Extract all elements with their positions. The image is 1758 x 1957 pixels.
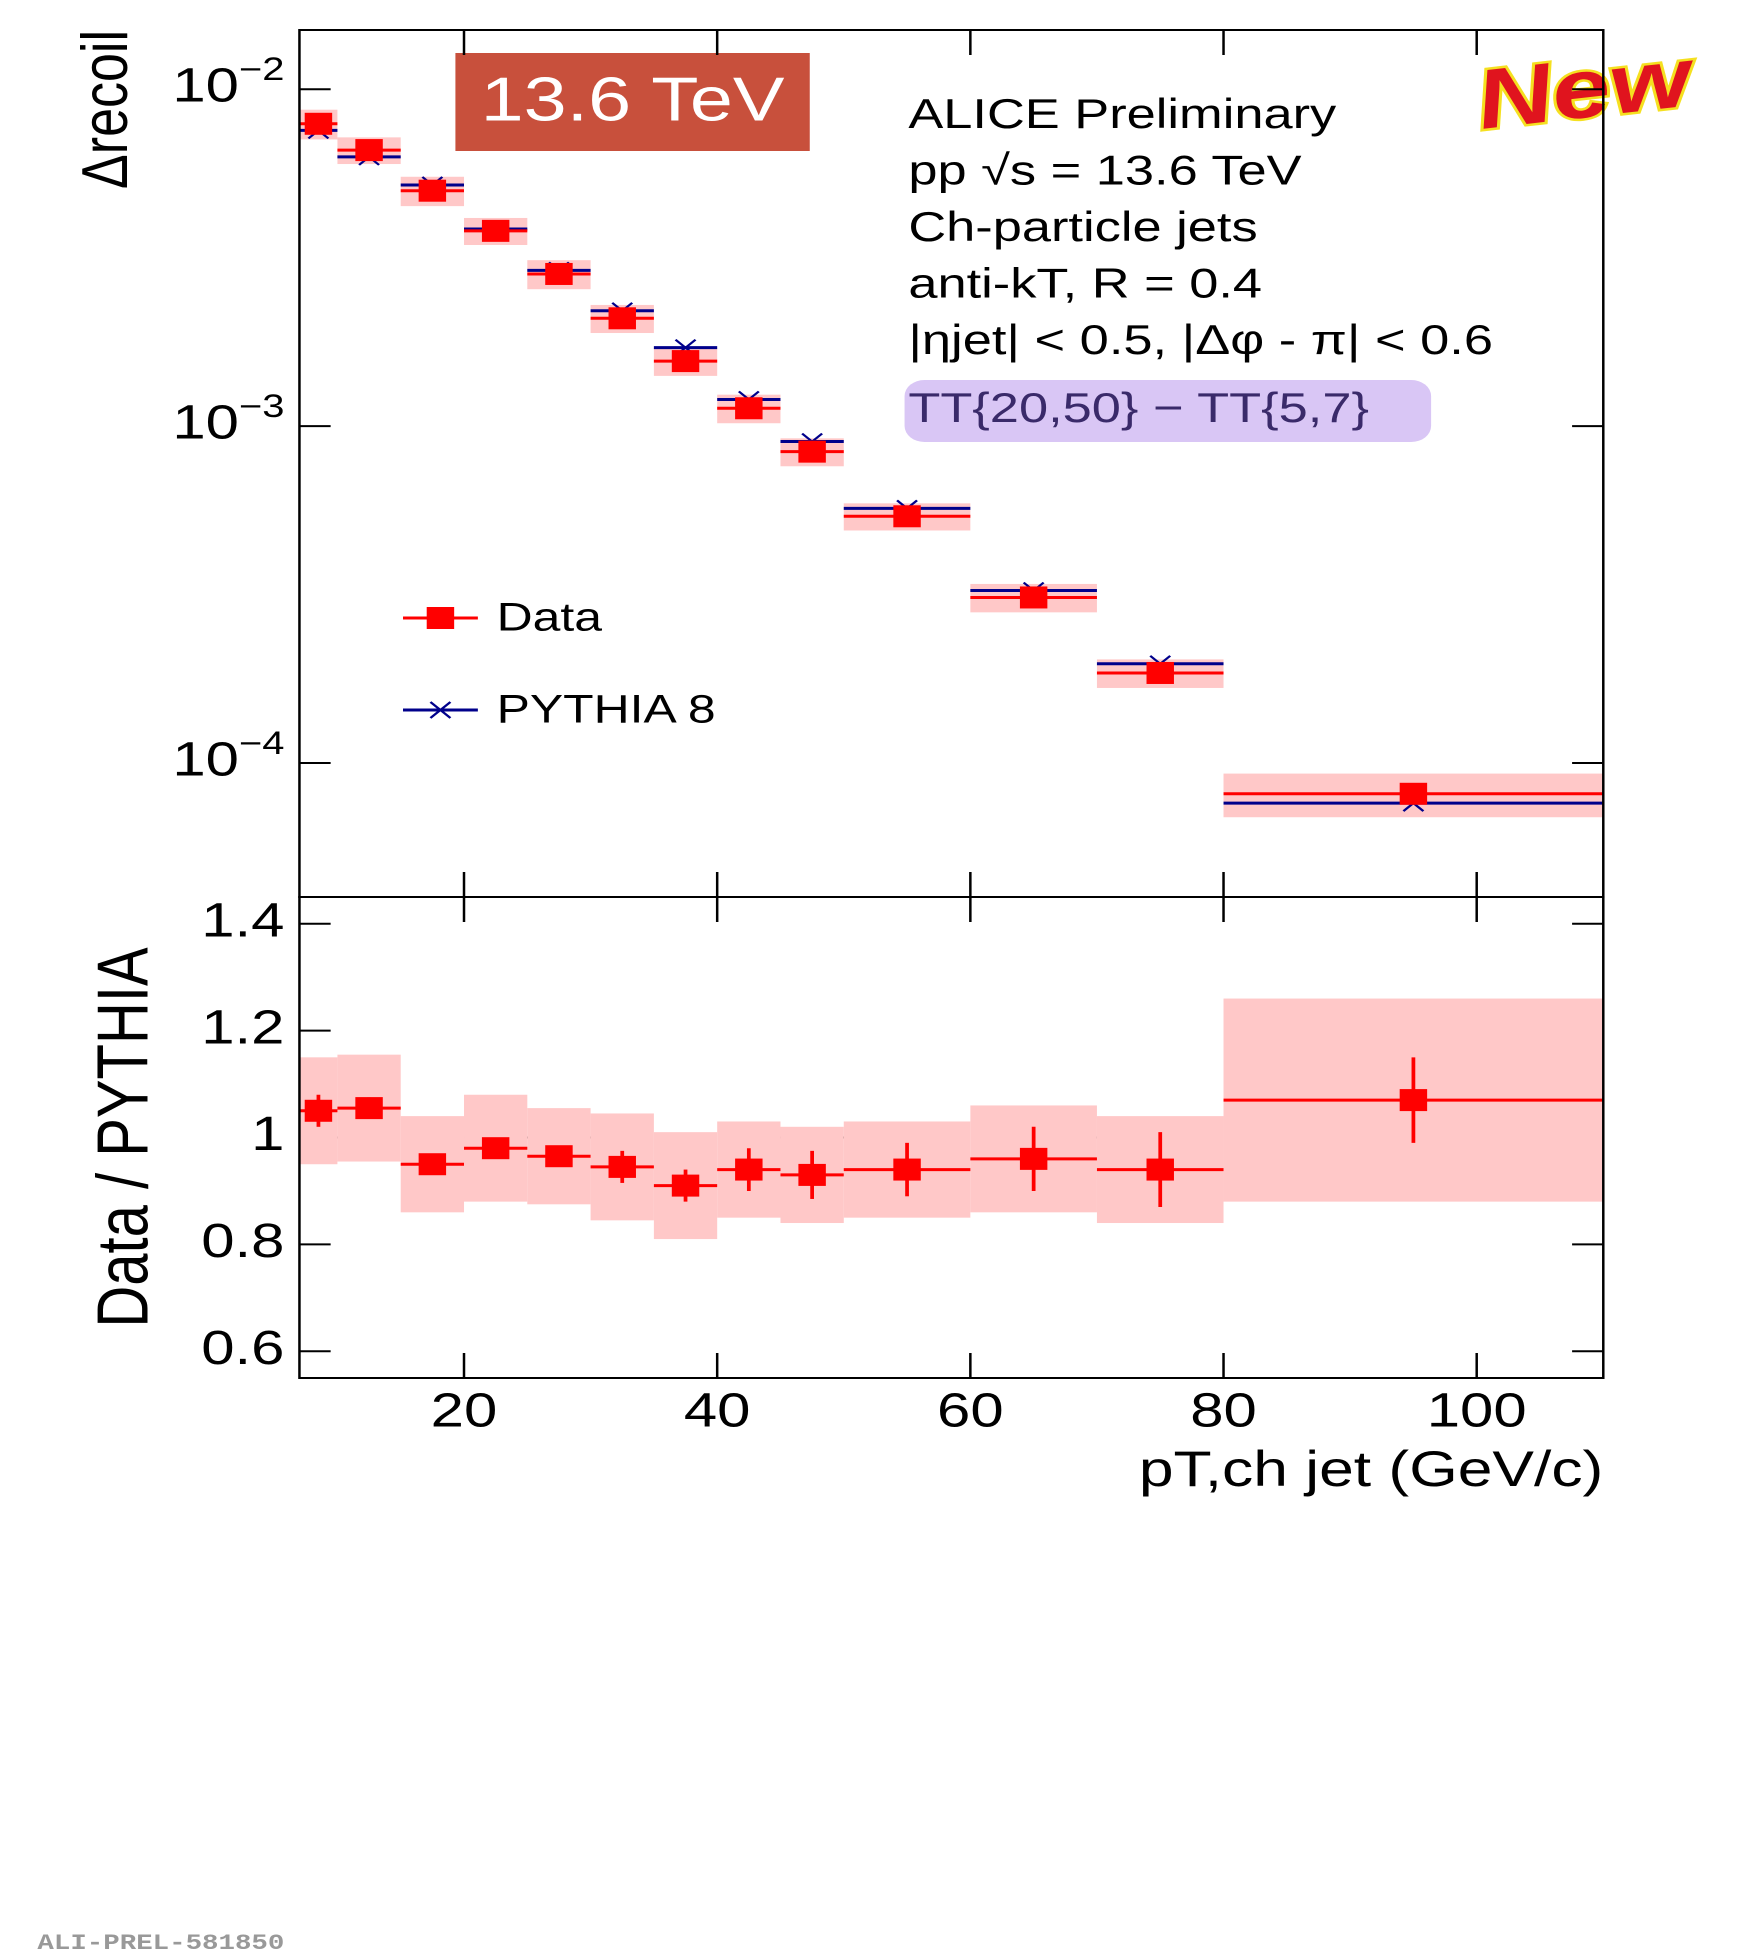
data-marker	[798, 1163, 826, 1186]
tick-exp: −3	[239, 387, 285, 423]
y-axis-label: Data / PYTHIA	[83, 947, 164, 1327]
data-marker	[355, 1097, 383, 1120]
plot-frame	[298, 896, 1605, 1379]
data-marker	[418, 1153, 447, 1176]
tick-base: 10	[172, 59, 239, 113]
data-marker	[735, 397, 763, 420]
legend-marker	[429, 701, 452, 719]
x-tick-label: 60	[937, 1383, 1004, 1437]
data-marker	[893, 1158, 921, 1181]
data-marker	[418, 179, 447, 202]
legend-label: Data	[497, 594, 603, 639]
data-marker	[304, 112, 333, 135]
data-marker	[735, 1158, 763, 1181]
y-tick-label: 10−3	[172, 387, 284, 449]
tick-base: 10	[172, 732, 239, 786]
badge-box	[455, 53, 810, 151]
data-marker	[798, 440, 826, 463]
data-marker	[1146, 1158, 1174, 1181]
annotation: anti-kT, R = 0.4	[908, 260, 1262, 307]
y-tick-label: 0.6	[201, 1321, 284, 1375]
y-axis-label: Δrecoil	[70, 30, 142, 189]
y-tick-label: 10−2	[172, 51, 284, 113]
annotation: ALICE Preliminary	[908, 91, 1336, 138]
x-tick-label: 20	[431, 1383, 498, 1437]
tick-exp: −4	[239, 724, 285, 760]
data-marker	[1399, 1089, 1428, 1112]
data-marker	[481, 1137, 510, 1160]
data-marker	[304, 1099, 333, 1122]
data-marker	[1399, 782, 1428, 805]
data-marker	[1019, 586, 1048, 609]
highlight-box	[904, 380, 1432, 442]
tick-exp: −2	[239, 51, 285, 87]
legend-marker	[426, 607, 455, 629]
tick-base: 10	[172, 395, 239, 449]
badge: 13.6 TeV	[481, 65, 785, 134]
x-axis-label: pT,ch jet (GeV/c)	[1139, 1441, 1603, 1497]
data-marker	[545, 262, 573, 285]
legend-label: PYTHIA 8	[497, 686, 716, 731]
y-tick-label: 10−4	[172, 724, 284, 786]
data-marker	[355, 139, 383, 162]
annotation: |ηjet| < 0.5, |Δφ - π| < 0.6	[908, 317, 1493, 364]
data-marker	[545, 1145, 573, 1168]
data-marker	[671, 350, 700, 373]
x-tick-label: 100	[1427, 1383, 1527, 1437]
y-tick-label: 1.4	[201, 893, 284, 947]
x-tick-label: 40	[684, 1383, 751, 1437]
data-marker	[893, 505, 921, 528]
data-marker	[481, 219, 510, 242]
annotation: pp √s = 13.6 TeV	[908, 147, 1302, 194]
y-tick-label: 0.8	[201, 1214, 284, 1268]
data-marker	[608, 307, 636, 330]
annotation: Ch-particle jets	[908, 204, 1257, 251]
x-tick-label: 80	[1190, 1383, 1257, 1437]
highlight: TT{20,50} − TT{5,7}	[908, 385, 1369, 432]
footer: ALI-PREL-581850	[37, 1931, 284, 1956]
data-marker	[608, 1155, 636, 1178]
data-marker	[671, 1174, 700, 1197]
y-tick-label: 1.2	[201, 1000, 284, 1054]
y-tick-label: 1	[251, 1107, 284, 1161]
data-marker	[1146, 661, 1174, 684]
data-marker	[1019, 1147, 1048, 1170]
